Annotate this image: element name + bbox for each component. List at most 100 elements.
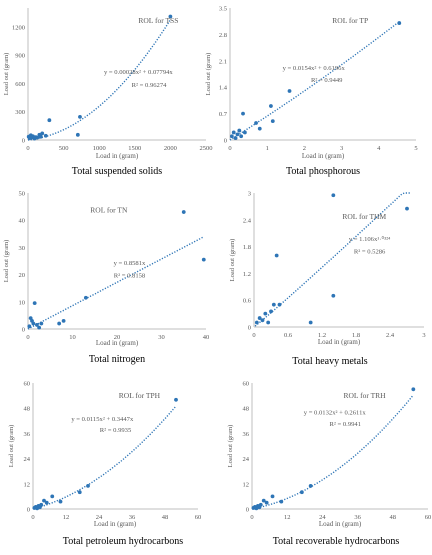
trend-equation: y = 0.8581x: [114, 260, 146, 267]
y-tick-label: 60: [24, 381, 31, 388]
data-point: [201, 257, 206, 262]
y-tick-label: 0: [22, 327, 25, 334]
y-tick-label: 12: [24, 481, 31, 488]
data-point: [264, 500, 269, 505]
data-point: [32, 301, 37, 306]
data-point: [308, 320, 313, 325]
y-tick-label: 48: [243, 406, 250, 413]
x-tick-label: 2500: [200, 145, 213, 152]
chart-thm: 0 0.6 1.2 1.8 2.4 3 0 0.6 1.2 1.8 2.4 3 Load out (gr…: [229, 191, 426, 347]
x-tick-label: 5: [414, 145, 417, 152]
data-point: [271, 302, 276, 307]
data-point: [231, 130, 236, 135]
x-axis-label: Load in (gram): [96, 152, 139, 160]
y-tick-label: 1200: [12, 24, 25, 31]
x-tick-label: 1000: [93, 145, 106, 152]
data-point: [242, 130, 247, 135]
x-tick-label: 20: [114, 334, 121, 341]
x-tick-label: 0: [31, 514, 34, 521]
chart-title: ROL for TP: [332, 16, 368, 25]
y-tick-label: 48: [24, 406, 31, 413]
data-point: [269, 309, 273, 314]
y-tick-label: 0.7: [219, 111, 228, 118]
data-point: [274, 253, 279, 258]
y-tick-label: 24: [24, 456, 31, 463]
y-tick-label: 1.8: [243, 244, 251, 251]
y-tick-label: 0: [248, 325, 251, 332]
trend-equation: y = 0.0154x² + 0.6196x: [283, 65, 346, 72]
x-tick-label: 0: [26, 334, 29, 341]
data-point: [61, 318, 66, 323]
r-squared: R² = 0.9935: [100, 427, 132, 434]
chart-title: ROL for TN: [90, 206, 128, 215]
chart-tn: 0 10 20 30 40 0 10 20 30 40 50 Load out (gram) Load …: [3, 191, 209, 348]
x-tick-label: 0.6: [284, 332, 293, 339]
data-point: [58, 499, 63, 504]
trendline: [27, 236, 205, 330]
y-tick-label: 30: [19, 245, 26, 252]
data-point: [269, 104, 273, 108]
trendline: [32, 405, 177, 510]
data-point: [279, 499, 284, 504]
trendline: [251, 394, 414, 510]
r-squared: R² = 0.5286: [354, 248, 386, 255]
data-point: [39, 502, 44, 507]
data-point: [77, 490, 82, 495]
y-tick-label: 900: [15, 53, 25, 60]
x-tick-label: 2: [303, 145, 306, 152]
data-point: [308, 484, 313, 488]
x-tick-label: 12: [63, 514, 70, 521]
data-point: [257, 316, 262, 320]
data-point: [254, 320, 259, 325]
x-axis-label: Load in (gram): [318, 338, 361, 346]
chart-title: ROL for TRH: [344, 391, 387, 400]
x-tick-label: 0: [252, 332, 255, 339]
x-tick-label: 2.4: [386, 332, 395, 339]
x-tick-label: 1500: [128, 145, 141, 152]
x-tick-label: 1.2: [318, 332, 326, 339]
data-point: [44, 500, 49, 505]
x-tick-label: 4: [377, 145, 381, 152]
chart-tph: 0 12 24 36 48 60 0 12 24 36 48 60 Load out (gram) Loa…: [8, 381, 201, 529]
y-tick-label: 20: [19, 272, 26, 279]
r-squared: R² = 0.8158: [114, 272, 146, 279]
r-squared: R² = 0.96274: [132, 82, 168, 89]
y-axis-label: Load out (gram): [3, 53, 10, 96]
trend-equation: y = 0.00028x² + 0.07794x: [104, 69, 173, 76]
y-tick-label: 0.6: [243, 298, 252, 305]
r-squared: R² = 0.9941: [330, 421, 362, 428]
y-tick-label: 40: [19, 218, 26, 225]
y-tick-label: 0: [22, 138, 25, 145]
data-point: [57, 321, 62, 326]
data-point: [38, 134, 43, 139]
y-tick-label: 2.4: [243, 217, 252, 224]
y-tick-label: 2.1: [219, 58, 227, 65]
data-point: [239, 134, 244, 139]
data-point: [254, 121, 258, 125]
x-tick-label: 0: [228, 145, 231, 152]
data-point: [235, 132, 240, 137]
y-tick-label: 1.4: [219, 85, 228, 92]
x-tick-label: 60: [195, 514, 202, 521]
x-tick-label: 0: [250, 514, 253, 521]
chart-trh: 0 12 24 36 48 60 0 12 24 36 48 60 Load out (gram) Loa…: [227, 381, 431, 529]
data-point: [270, 119, 275, 124]
y-tick-label: 0: [224, 138, 227, 145]
data-point: [31, 321, 36, 326]
caption-tp: Total phosphorous: [285, 166, 361, 177]
data-point: [299, 490, 304, 495]
trend-equation: y = 1.106x¹·⁰³²⁴: [349, 235, 391, 243]
data-point: [263, 311, 268, 316]
x-tick-label: 3: [340, 145, 343, 152]
x-tick-label: 0: [26, 145, 29, 152]
trend-equation: y = 0.0132x² + 0.2611x: [304, 410, 367, 417]
y-tick-label: 60: [243, 381, 250, 388]
data-point: [287, 89, 292, 93]
data-point: [47, 118, 52, 123]
chart-title: ROL for THM: [342, 212, 386, 221]
data-point: [83, 295, 88, 300]
data-point: [270, 494, 275, 499]
data-point: [40, 131, 45, 136]
x-axis-label: Load in (gram): [96, 339, 139, 347]
